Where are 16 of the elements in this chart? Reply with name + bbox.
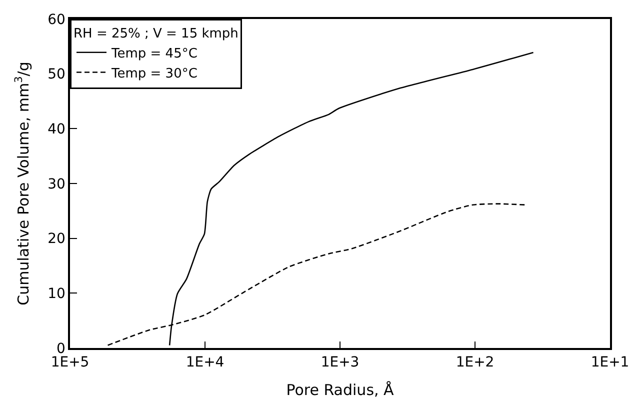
y-tick-label: 0 [56,340,66,357]
y-tick-label: 30 [48,176,66,192]
x-axis-title: Pore Radius, Å [286,381,395,400]
legend-label: Temp = 30°C [110,66,198,82]
y-tick-label: 10 [48,286,66,302]
x-tick-label: 1E+3 [320,354,360,371]
legend-title: RH = 25% ; V = 15 kmph [74,26,238,42]
y-tick-label: 60 [48,12,66,28]
x-tick-label: 1E+4 [186,354,224,371]
legend-label: Temp = 45°C [110,46,198,62]
x-tick-label: 1E+5 [50,354,90,371]
y-tick-label: 40 [48,122,66,138]
y-tick-label: 20 [48,231,66,248]
x-tick-label: 1E+1 [590,354,630,371]
y-tick-label: 50 [48,66,66,83]
x-tick-label: 1E+2 [456,354,494,371]
